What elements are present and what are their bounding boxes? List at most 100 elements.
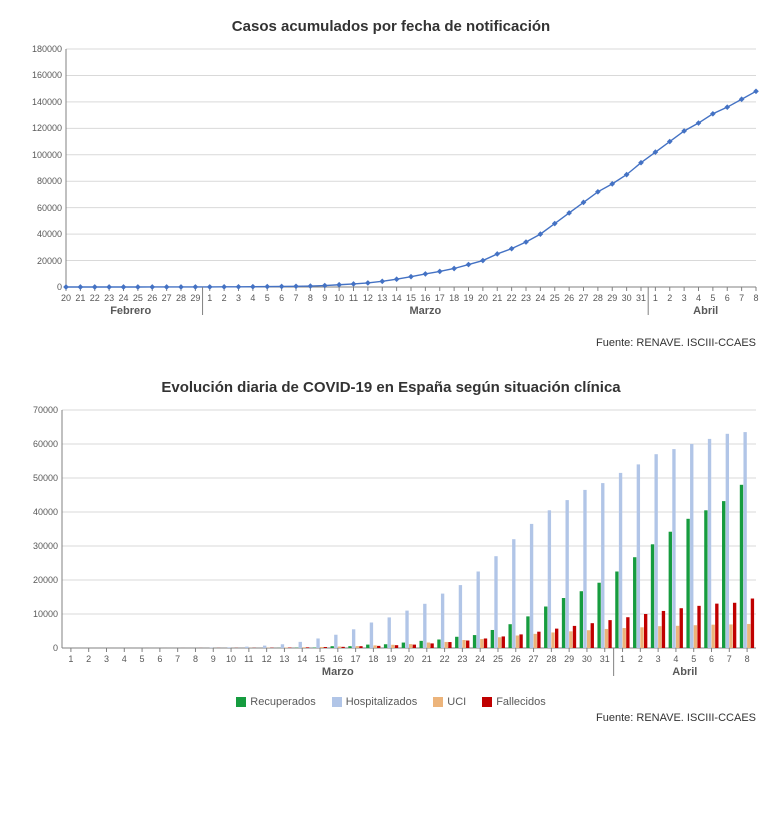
chart1-xlabel: 19 (463, 293, 473, 303)
legend-swatch (236, 697, 246, 707)
chart1-xlabel: 25 (133, 293, 143, 303)
chart2-xlabel: 7 (727, 654, 732, 664)
chart2-xlabel: 3 (656, 654, 661, 664)
chart2-title: Evolución diaria de COVID-19 en España s… (18, 379, 764, 396)
chart2-xlabel: 2 (638, 654, 643, 664)
chart1-xlabel: 24 (535, 293, 545, 303)
chart1-xlabel: 27 (578, 293, 588, 303)
chart1-ylabel: 60000 (37, 203, 62, 213)
chart1-monthlabel: Febrero (110, 305, 151, 317)
chart1-xlabel: 11 (349, 293, 358, 303)
chart1-svg (18, 43, 764, 333)
legend-swatch (482, 697, 492, 707)
chart2-xlabel: 31 (600, 654, 610, 664)
chart1-ylabel: 140000 (32, 97, 62, 107)
legend-label: Fallecidos (496, 696, 546, 708)
chart1-title: Casos acumulados por fecha de notificaci… (18, 18, 764, 35)
chart1-ylabel: 100000 (32, 150, 62, 160)
chart1-xlabel: 1 (653, 293, 658, 303)
chart2-ylabel: 20000 (33, 575, 58, 585)
chart2-ylabel: 70000 (33, 405, 58, 415)
chart2-xlabel: 11 (244, 654, 253, 664)
chart1-xlabel: 7 (739, 293, 744, 303)
chart1-xlabel: 20 (61, 293, 71, 303)
chart2-ylabel: 40000 (33, 507, 58, 517)
chart1-xlabel: 5 (710, 293, 715, 303)
chart1-xlabel: 12 (363, 293, 373, 303)
chart1-xlabel: 7 (293, 293, 298, 303)
chart1-xlabel: 26 (564, 293, 574, 303)
chart2-ylabel: 60000 (33, 439, 58, 449)
chart1-xlabel: 8 (308, 293, 313, 303)
legend-item: Fallecidos (482, 696, 546, 708)
chart2-xlabel: 5 (691, 654, 696, 664)
chart1-ylabel: 20000 (37, 256, 62, 266)
chart2-xlabel: 26 (511, 654, 521, 664)
chart2-xlabel: 1 (620, 654, 625, 664)
chart2-monthlabel: Marzo (322, 666, 354, 678)
chart1-ylabel: 40000 (37, 229, 62, 239)
chart2-xlabel: 25 (493, 654, 503, 664)
chart1-xlabel: 2 (667, 293, 672, 303)
chart2-xlabel: 28 (546, 654, 556, 664)
chart1-xlabel: 23 (521, 293, 531, 303)
legend-label: Recuperados (250, 696, 315, 708)
chart2-xlabel: 17 (351, 654, 361, 664)
chart1-xlabel: 16 (420, 293, 430, 303)
chart2-xlabel: 27 (529, 654, 539, 664)
chart1-xlabel: 23 (104, 293, 114, 303)
chart2-xlabel: 5 (140, 654, 145, 664)
chart1-xlabel: 1 (207, 293, 212, 303)
chart1-xlabel: 6 (279, 293, 284, 303)
chart1-xlabel: 22 (507, 293, 517, 303)
page: Casos acumulados por fecha de notificaci… (0, 0, 782, 736)
chart2-xlabel: 2 (86, 654, 91, 664)
chart2-plot: 0100002000030000400005000060000700001234… (18, 404, 764, 694)
chart2-xlabel: 29 (564, 654, 574, 664)
chart1-xlabel: 4 (696, 293, 701, 303)
legend-label: Hospitalizados (346, 696, 418, 708)
chart2-ylabel: 10000 (33, 609, 58, 619)
chart2-svg (18, 404, 764, 694)
chart2-xlabel: 13 (279, 654, 289, 664)
chart2-xlabel: 9 (211, 654, 216, 664)
chart2-xlabel: 21 (422, 654, 432, 664)
chart1-xlabel: 9 (322, 293, 327, 303)
chart1-xlabel: 13 (377, 293, 387, 303)
chart2-monthlabel: Abril (672, 666, 697, 678)
chart1-xlabel: 6 (725, 293, 730, 303)
chart2-source: Fuente: RENAVE. ISCIII-CCAES (18, 712, 756, 724)
chart1-xlabel: 22 (90, 293, 100, 303)
chart1-ylabel: 120000 (32, 123, 62, 133)
chart2-legend: RecuperadosHospitalizadosUCIFallecidos (18, 696, 764, 708)
chart2-xlabel: 6 (157, 654, 162, 664)
chart2-xlabel: 22 (440, 654, 450, 664)
chart1-xlabel: 17 (435, 293, 445, 303)
chart1-xlabel: 20 (478, 293, 488, 303)
chart1-xlabel: 21 (492, 293, 502, 303)
chart1-xlabel: 10 (334, 293, 344, 303)
chart2-xlabel: 3 (104, 654, 109, 664)
chart2-xlabel: 10 (226, 654, 236, 664)
chart2-xlabel: 14 (297, 654, 307, 664)
legend-swatch (433, 697, 443, 707)
chart1-xlabel: 30 (622, 293, 632, 303)
chart2-xlabel: 24 (475, 654, 485, 664)
chart1-xlabel: 31 (636, 293, 646, 303)
chart1-xlabel: 4 (250, 293, 255, 303)
legend-item: Hospitalizados (332, 696, 418, 708)
chart1-xlabel: 27 (162, 293, 172, 303)
chart1-xlabel: 5 (265, 293, 270, 303)
chart1-xlabel: 21 (75, 293, 85, 303)
chart1-xlabel: 28 (176, 293, 186, 303)
chart1-xlabel: 14 (392, 293, 402, 303)
chart1-source: Fuente: RENAVE. ISCIII-CCAES (18, 337, 756, 349)
chart2-xlabel: 20 (404, 654, 414, 664)
legend-swatch (332, 697, 342, 707)
chart2-xlabel: 23 (457, 654, 467, 664)
chart1-xlabel: 29 (190, 293, 200, 303)
chart1-monthlabel: Marzo (409, 305, 441, 317)
chart2-xlabel: 19 (386, 654, 396, 664)
chart2-ylabel: 50000 (33, 473, 58, 483)
chart2-xlabel: 8 (193, 654, 198, 664)
